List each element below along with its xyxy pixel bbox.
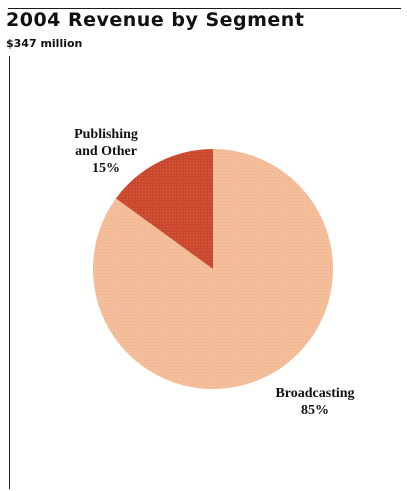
chart-subtitle: $347 million [6,37,83,50]
chart-title: 2004 Revenue by Segment [6,9,305,31]
title-rule [8,8,401,9]
label-publishing-and-other: Publishing and Other 15% [74,127,138,176]
slice-publishing-and-other [115,149,213,269]
label-broadcasting: Broadcasting 85% [275,386,354,418]
slice-broadcasting [93,149,334,390]
left-rule [9,56,10,489]
